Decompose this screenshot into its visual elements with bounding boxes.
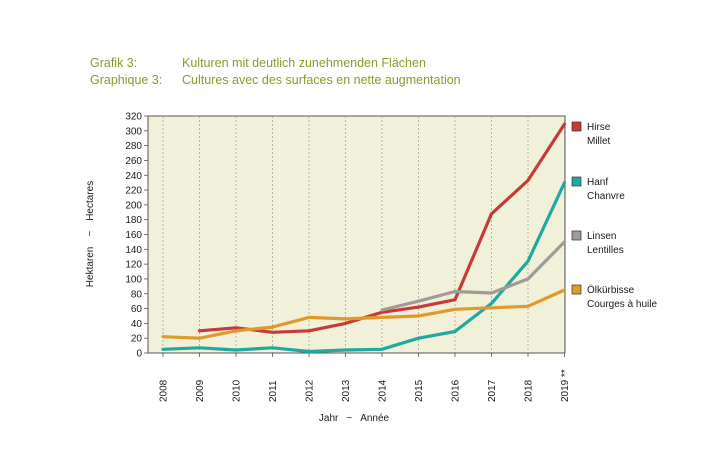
plot-area: [147, 115, 566, 354]
y-tick-label: 160: [125, 230, 142, 241]
x-tick-label: 2011: [268, 380, 279, 402]
legend-label: Chanvre: [587, 191, 625, 202]
series-line: [197, 122, 567, 334]
chart-title-fr-label: Graphique 3:: [90, 73, 163, 87]
y-tick-label: 320: [125, 112, 142, 123]
legend-swatch: [571, 121, 582, 132]
chart-title-de: Grafik 3: Kulturen mit deutlich zunehmend…: [90, 56, 426, 70]
x-tick-label: 2014: [378, 379, 389, 402]
y-axis: 0 20 40 60 80 100 120 140 160 180 200 220 240 260 280 3…: [125, 112, 148, 360]
y-tick-label: 80: [131, 289, 143, 300]
x-tick-label: 2009: [195, 379, 206, 402]
x-tick-label: 2010: [232, 379, 243, 402]
y-axis-title-sep: ~: [85, 231, 96, 237]
x-axis-title-sep: ~: [346, 413, 352, 424]
x-tick-label: 2016: [451, 379, 462, 402]
x-axis-title: Jahr ~ Année: [319, 413, 390, 424]
legend-label: Hirse: [587, 122, 611, 133]
legend-label: Courges à huile: [587, 299, 657, 310]
series-line: [380, 240, 567, 312]
legend-label: Hanf: [587, 177, 608, 188]
x-axis-title-fr: Année: [360, 413, 389, 424]
legend-label: Lentilles: [587, 245, 624, 256]
x-tick-label: 2008: [159, 379, 170, 402]
y-tick-label: 120: [125, 260, 142, 271]
x-tick-label: 2015: [414, 379, 425, 402]
legend-swatch: [571, 284, 582, 295]
series-line: [161, 288, 567, 340]
x-tick-label: 2019 **: [560, 369, 571, 402]
axis-titles: Hektaren ~ Hectares Jahr ~ Année: [85, 181, 390, 424]
series-line: [161, 181, 567, 354]
legend: Hirse Millet Hanf Chanvre Linsen Lentilles Ölk…: [571, 121, 657, 310]
legend-swatch: [571, 176, 582, 187]
y-tick-label: 220: [125, 186, 142, 197]
x-axis: 2008 2009 2010 2011 2012 2013 2014 2015 2016 2017…: [159, 353, 571, 402]
chart-title-fr-text: Cultures avec des surfaces en nette augm…: [182, 73, 461, 87]
series-lines: [161, 122, 567, 354]
y-axis-title: Hektaren ~ Hectares: [85, 181, 96, 287]
y-tick-label: 140: [125, 245, 142, 256]
y-tick-label: 280: [125, 141, 142, 152]
y-tick-label: 40: [131, 319, 143, 330]
y-axis-title-fr: Hectares: [85, 181, 96, 221]
legend-label: Millet: [587, 136, 611, 147]
x-tick-label: 2017: [487, 379, 498, 402]
x-tick-label: 2018: [524, 379, 535, 402]
x-tick-label: 2012: [305, 379, 316, 402]
y-tick-label: 100: [125, 274, 142, 285]
y-tick-label: 240: [125, 171, 142, 182]
y-tick-label: 300: [125, 126, 142, 137]
legend-label: Ölkürbisse: [587, 284, 635, 296]
legend-label: Linsen: [587, 231, 616, 242]
x-axis-title-de: Jahr: [319, 413, 339, 424]
chart-title-de-label: Grafik 3:: [90, 56, 138, 70]
legend-swatch: [571, 230, 582, 241]
chart-title-de-text: Kulturen mit deutlich zunehmenden Fläche…: [182, 56, 426, 70]
y-tick-label: 20: [131, 334, 143, 345]
y-tick-label: 260: [125, 156, 142, 167]
y-tick-label: 60: [131, 304, 143, 315]
x-tick-label: 2013: [341, 379, 352, 402]
y-axis-title-de: Hektaren: [85, 247, 96, 288]
chart-title-fr: Graphique 3: Cultures avec des surfaces e…: [90, 73, 461, 87]
y-tick-label: 200: [125, 200, 142, 211]
y-tick-label: 180: [125, 215, 142, 226]
y-tick-label: 0: [136, 349, 142, 360]
